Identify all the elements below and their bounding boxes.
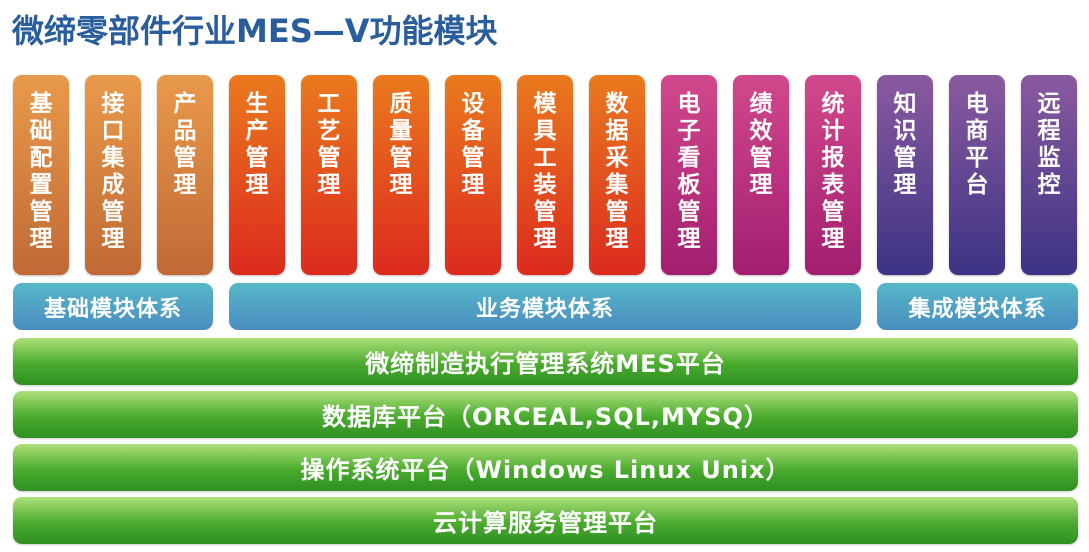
module-label: 知识管理 — [893, 91, 917, 198]
module-block: 绩效管理 — [733, 75, 789, 275]
module-block: 电商平台 — [949, 75, 1005, 275]
module-label: 产品管理 — [173, 91, 197, 198]
cloud-platform-layer: 云计算服务管理平台 — [13, 497, 1078, 544]
module-block: 生产管理 — [229, 75, 285, 275]
module-label: 工艺管理 — [317, 91, 341, 198]
module-block: 工艺管理 — [301, 75, 357, 275]
module-label: 远程监控 — [1037, 91, 1061, 198]
base-module-system: 基础模块体系 — [13, 283, 213, 330]
module-block: 质量管理 — [373, 75, 429, 275]
module-row: 基础配置管理 接口集成管理 产品管理 生产管理 工艺管理 质量管理 设备管理 模具工装管理 数据… — [13, 75, 1077, 275]
module-block: 接口集成管理 — [85, 75, 141, 275]
module-label: 设备管理 — [461, 91, 485, 198]
module-label: 电子看板管理 — [677, 91, 701, 252]
module-label: 数据采集管理 — [605, 91, 629, 252]
module-label: 电商平台 — [965, 91, 989, 198]
module-label: 统计报表管理 — [821, 91, 845, 252]
module-label: 质量管理 — [389, 91, 413, 198]
module-label: 生产管理 — [245, 91, 269, 198]
module-block: 数据采集管理 — [589, 75, 645, 275]
module-label: 绩效管理 — [749, 91, 773, 198]
module-block: 产品管理 — [157, 75, 213, 275]
mes-platform-layer: 微缔制造执行管理系统MES平台 — [13, 338, 1078, 385]
database-platform-layer: 数据库平台（ORCEAL,SQL,MYSQ） — [13, 391, 1078, 438]
module-block: 知识管理 — [877, 75, 933, 275]
module-label: 模具工装管理 — [533, 91, 557, 252]
module-block: 基础配置管理 — [13, 75, 69, 275]
module-label: 基础配置管理 — [29, 91, 53, 252]
integration-module-system: 集成模块体系 — [877, 283, 1078, 330]
os-platform-layer: 操作系统平台（Windows Linux Unix） — [13, 444, 1078, 491]
module-block: 模具工装管理 — [517, 75, 573, 275]
module-block: 设备管理 — [445, 75, 501, 275]
module-block: 电子看板管理 — [661, 75, 717, 275]
business-module-system: 业务模块体系 — [229, 283, 861, 330]
module-block: 统计报表管理 — [805, 75, 861, 275]
module-block: 远程监控 — [1021, 75, 1077, 275]
module-label: 接口集成管理 — [101, 91, 125, 252]
diagram-title: 微缔零部件行业MES—V功能模块 — [12, 12, 498, 50]
